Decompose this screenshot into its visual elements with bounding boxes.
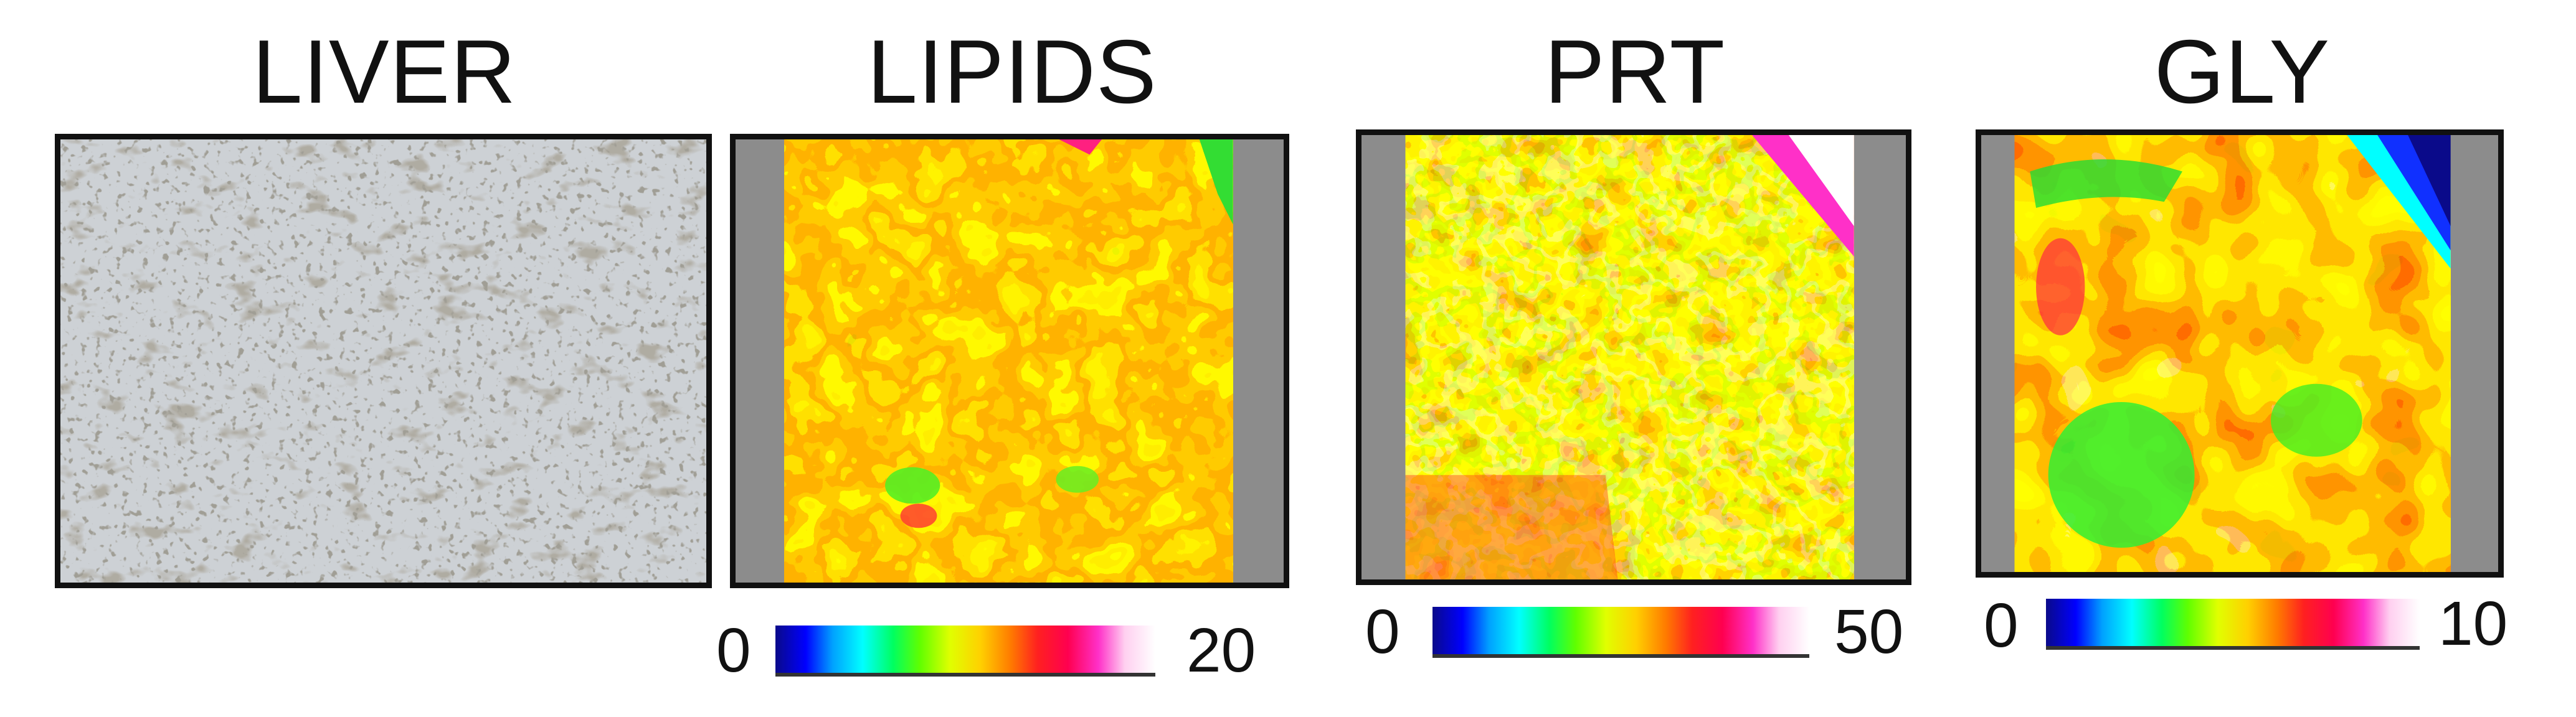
lipids-heatmap <box>736 139 1284 583</box>
prt-heatmap-panel <box>1356 129 1911 585</box>
panel-title-prt: PRT <box>1544 21 1726 122</box>
lipids-scale-min: 0 <box>716 616 751 685</box>
prt-colorbar <box>1432 607 1809 658</box>
prt-scale-min: 0 <box>1365 597 1400 667</box>
liver-photo-image <box>60 139 706 583</box>
panel-title-lipids: LIPIDS <box>867 21 1157 122</box>
panel-title-gly: GLY <box>2154 21 2331 122</box>
gly-scale-max: 10 <box>2438 589 2508 658</box>
prt-heatmap <box>1361 135 1906 579</box>
lipids-colorbar <box>775 626 1155 677</box>
lipids-heatmap-panel <box>730 134 1289 588</box>
lipids-scale-max: 20 <box>1186 616 1256 685</box>
prt-scale-max: 50 <box>1834 597 1904 667</box>
gly-colorbar <box>2046 599 2420 650</box>
gly-heatmap-panel <box>1976 129 2504 578</box>
panel-title-liver: LIVER <box>252 21 517 122</box>
gly-scale-min: 0 <box>1984 591 2019 660</box>
liver-photo <box>55 134 712 588</box>
gly-heatmap <box>1981 135 2498 572</box>
